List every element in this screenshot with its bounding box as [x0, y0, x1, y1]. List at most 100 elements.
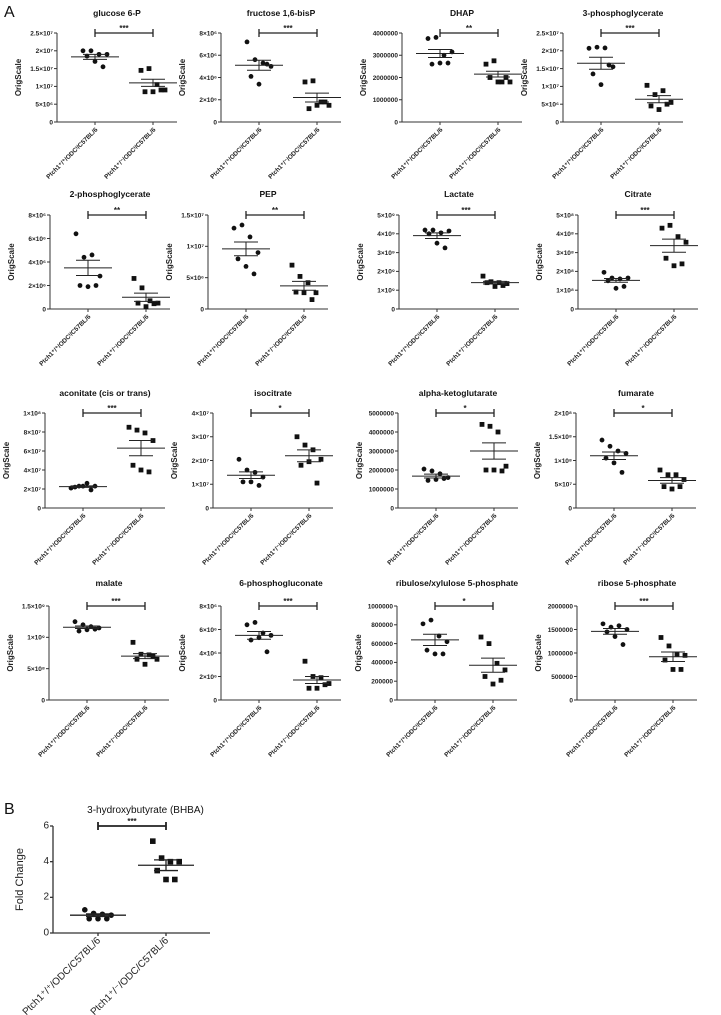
- data-point: [428, 617, 434, 623]
- data-point: [302, 658, 308, 664]
- data-point: [236, 456, 242, 462]
- data-point: [138, 651, 144, 657]
- data-point: [425, 478, 431, 483]
- y-axis-label: OrigScale: [6, 634, 15, 672]
- y-tick-label: 1.5×10⁹: [22, 603, 45, 610]
- data-point: [231, 225, 237, 231]
- data-point: [172, 876, 178, 883]
- data-point: [662, 657, 668, 663]
- x-tick-label: Ptch1⁺/⁺/ODCᵗ/C57BL/6: [38, 313, 93, 368]
- data-point: [602, 45, 608, 51]
- y-tick-label: 1×10⁸: [554, 458, 572, 465]
- y-axis-label: OrigScale: [14, 58, 23, 96]
- data-point: [607, 443, 613, 449]
- y-axis-label: OrigScale: [178, 634, 187, 672]
- y-tick-label: 8×10⁶: [199, 30, 217, 37]
- data-point: [147, 298, 153, 304]
- significance-bracket: [614, 602, 674, 610]
- data-point: [434, 240, 440, 246]
- data-point: [656, 107, 662, 112]
- chart-title: ribose 5-phosphate: [598, 578, 677, 588]
- data-point: [446, 228, 452, 234]
- y-tick-label: 1×10⁷: [36, 84, 54, 91]
- data-point: [146, 652, 152, 658]
- data-point: [661, 484, 667, 490]
- data-point: [293, 289, 299, 295]
- data-point: [247, 234, 253, 240]
- data-point: [659, 225, 665, 231]
- y-tick-label: 0: [389, 697, 393, 704]
- data-point: [84, 480, 90, 486]
- y-tick-label: 2: [43, 892, 49, 903]
- y-tick-label: 2×10⁹: [377, 269, 395, 276]
- data-point: [670, 667, 676, 672]
- data-point: [658, 635, 664, 640]
- data-point: [126, 424, 132, 430]
- significance-label: **: [272, 206, 279, 215]
- y-tick-label: 2.5×10⁷: [536, 30, 559, 37]
- y-tick-label: 4×10⁶: [28, 259, 46, 266]
- significance-label: ***: [639, 597, 649, 606]
- data-point: [437, 60, 443, 66]
- x-tick-label: Ptch1⁺/⁻/ODCᵗ/C57BL/6: [444, 512, 499, 567]
- chart-alpha-ketoglutarate: alpha-ketoglutarate 0 1000000 2000000 300000…: [355, 388, 518, 567]
- data-point: [81, 254, 87, 260]
- data-point: [264, 61, 270, 67]
- x-tick-label: Ptch1⁺/⁻/ODCᵗ/C57BL/6: [623, 704, 678, 759]
- y-tick-label: 6: [43, 820, 49, 831]
- data-point: [76, 628, 82, 634]
- data-point: [255, 250, 261, 256]
- y-tick-label: 1500000: [548, 627, 574, 634]
- chart-title: isocitrate: [254, 388, 292, 398]
- data-point: [134, 656, 140, 662]
- significance-label: **: [466, 24, 473, 33]
- data-point: [494, 660, 500, 666]
- data-point: [483, 467, 489, 473]
- data-point: [648, 103, 654, 109]
- data-point: [95, 915, 101, 922]
- y-tick-label: 1×10⁹: [377, 288, 395, 295]
- x-tick-label: Ptch1⁺/⁻/ODCᵗ/C57BL/6: [609, 126, 664, 181]
- data-point: [73, 231, 79, 237]
- y-axis-label: OrigScale: [355, 441, 364, 479]
- chart-3-phosphoglycerate: 3-phosphoglycerate 0 5×10⁶ 1×10⁷ 1.5×10⁷ 2×10…: [520, 8, 683, 181]
- data-point: [322, 682, 328, 688]
- data-point: [158, 87, 164, 93]
- y-axis-label: OrigScale: [2, 441, 11, 479]
- significance-label: ***: [461, 206, 471, 215]
- data-point: [507, 79, 513, 85]
- data-point: [422, 227, 428, 233]
- data-point: [487, 423, 493, 429]
- data-point: [483, 61, 489, 67]
- y-axis-label: OrigScale: [7, 243, 16, 281]
- significance-label: ***: [107, 404, 117, 413]
- data-point: [301, 290, 307, 296]
- data-point: [619, 469, 625, 475]
- data-point: [663, 255, 669, 261]
- data-point: [154, 82, 160, 88]
- chart-title: glucose 6-P: [93, 8, 141, 18]
- data-point: [620, 642, 626, 647]
- data-point: [89, 252, 95, 258]
- x-tick-label: Ptch1⁺/⁺/ODCᵗ/C57BL/6: [390, 126, 445, 181]
- y-tick-label: 5×10⁹: [377, 212, 395, 219]
- data-point: [652, 92, 658, 97]
- data-point: [491, 58, 497, 64]
- chart-title: 2-phosphoglycerate: [70, 189, 151, 199]
- data-point: [429, 468, 435, 474]
- data-point: [243, 263, 249, 269]
- y-axis-label: OrigScale: [535, 243, 544, 281]
- data-point: [92, 59, 98, 64]
- data-point: [260, 60, 266, 66]
- data-point: [88, 624, 94, 630]
- y-tick-label: 1.5×10⁷: [30, 66, 53, 73]
- data-point: [80, 48, 86, 54]
- data-point: [100, 64, 106, 70]
- y-tick-label: 2000000: [373, 75, 399, 82]
- data-point: [96, 625, 102, 631]
- data-point: [306, 106, 312, 112]
- data-point: [492, 284, 498, 289]
- y-tick-label: 1000000: [368, 603, 394, 610]
- data-point: [146, 469, 152, 475]
- y-tick-label: 0: [37, 505, 41, 512]
